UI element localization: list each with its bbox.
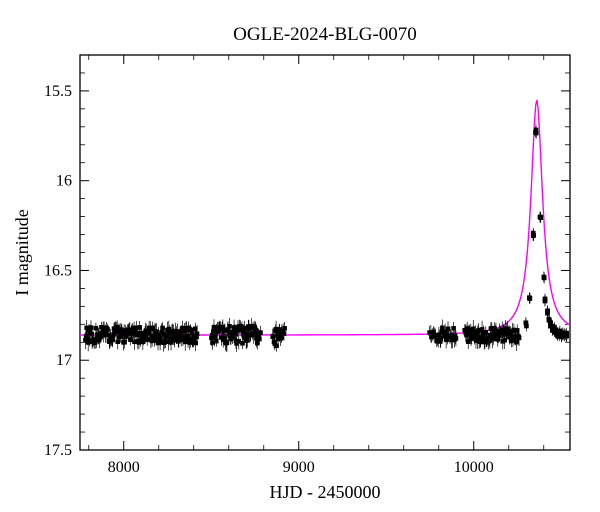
svg-text:10000: 10000 — [454, 459, 494, 476]
svg-text:15.5: 15.5 — [44, 83, 72, 100]
svg-text:16: 16 — [56, 173, 72, 190]
svg-text:9000: 9000 — [283, 459, 315, 476]
x-axis-label: HJD - 2450000 — [270, 482, 381, 502]
svg-text:8000: 8000 — [108, 459, 140, 476]
svg-text:16.5: 16.5 — [44, 262, 72, 279]
chart-title: OGLE-2024-BLG-0070 — [233, 24, 417, 45]
svg-text:17: 17 — [56, 352, 72, 369]
svg-text:17.5: 17.5 — [44, 442, 72, 459]
lightcurve-chart: 8000 9000 10000 15.5 16 16.5 17 17.5 OGLE-2024-B… — [0, 0, 600, 512]
chart-svg: 8000 9000 10000 15.5 16 16.5 17 17.5 OGLE-2024-B… — [0, 0, 600, 512]
y-axis-label: I magnitude — [12, 209, 32, 295]
